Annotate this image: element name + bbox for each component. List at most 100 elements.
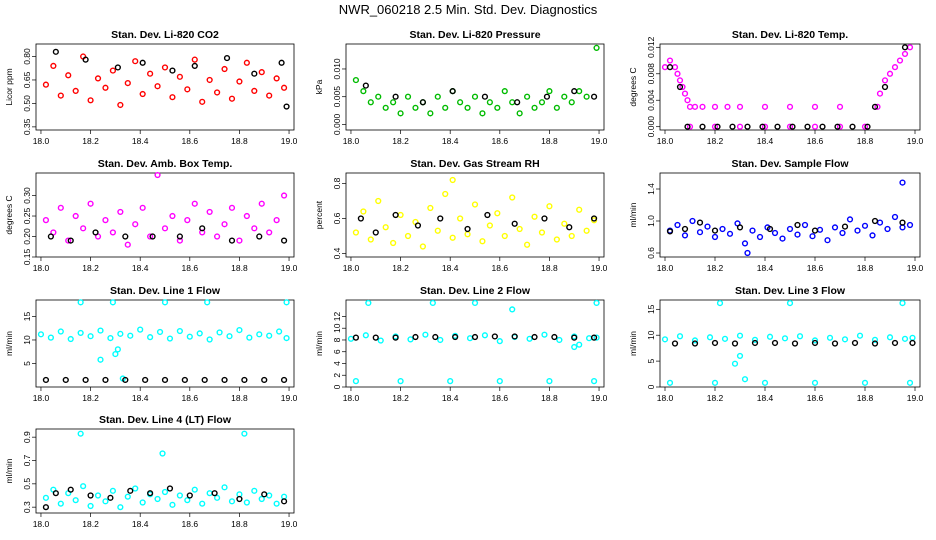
data-point [266, 492, 273, 499]
data-point [375, 197, 382, 205]
y-tick-label: 0.30 [22, 187, 32, 204]
data-point [147, 233, 154, 240]
y-tick-label: 5 [646, 358, 656, 363]
x-tick-label: 18.6 [492, 393, 509, 403]
x-tick-label: 18.0 [33, 393, 50, 403]
data-point [117, 330, 124, 337]
data-point [360, 208, 367, 215]
data-point [811, 103, 819, 110]
data-point [223, 54, 231, 62]
plot-frame [35, 428, 295, 514]
data-point [676, 83, 684, 91]
x-tick-label: 18.8 [857, 136, 874, 146]
data-point [97, 327, 104, 334]
data-point [412, 104, 419, 111]
data-point [809, 233, 816, 240]
data-point [251, 87, 258, 95]
data-point [571, 343, 578, 351]
data-point [280, 192, 288, 199]
data-point [831, 340, 839, 347]
data-point [243, 212, 250, 220]
data-point [191, 486, 198, 493]
data-point [176, 237, 183, 244]
data-point [372, 334, 379, 341]
data-point [786, 300, 794, 307]
data-point [731, 340, 739, 347]
data-point [437, 215, 444, 222]
data-point [109, 229, 117, 236]
data-point [213, 233, 221, 240]
data-point [841, 223, 849, 230]
data-point [819, 123, 826, 130]
y-tick-label: 15 [646, 304, 656, 314]
data-point [206, 76, 213, 84]
data-point [427, 204, 434, 212]
data-point [280, 237, 288, 244]
data-point [531, 104, 538, 111]
data-point [551, 333, 558, 341]
plot-frame [345, 299, 605, 388]
data-point [553, 236, 560, 243]
data-point [553, 104, 560, 111]
y-tick-label: 0.80 [22, 48, 32, 65]
data-point [221, 484, 228, 491]
data-point [77, 329, 84, 337]
y-tick-label: 0.20 [22, 228, 32, 245]
data-point [876, 219, 884, 226]
x-tick-label: 18.0 [343, 393, 360, 403]
data-point [266, 229, 273, 236]
y-tick-label: 4 [332, 361, 342, 366]
data-point [593, 334, 600, 341]
x-tick-label: 18.0 [657, 393, 674, 403]
data-point [159, 450, 166, 457]
x-tick-label: 18.8 [541, 136, 558, 146]
y-tick-label: 0.012 [646, 36, 656, 58]
y-tick-label: 0.008 [646, 63, 656, 85]
data-point [154, 171, 161, 179]
data-point [42, 494, 50, 501]
data-point [184, 217, 191, 224]
data-point [186, 492, 193, 499]
data-point [161, 225, 169, 232]
data-point [362, 82, 369, 89]
data-point [397, 378, 404, 385]
data-point [576, 206, 583, 213]
data-point [471, 299, 479, 307]
data-point [107, 334, 114, 342]
data-point [568, 232, 575, 240]
data-point [851, 339, 859, 347]
data-point [280, 376, 288, 384]
data-point [161, 64, 169, 71]
x-tick-label: 18.2 [707, 393, 724, 403]
data-point [590, 334, 598, 341]
data-point [661, 336, 669, 343]
data-point [681, 90, 689, 97]
data-point [362, 332, 369, 339]
x-tick-label: 19.0 [281, 136, 298, 146]
data-point [392, 334, 399, 341]
data-point [789, 123, 796, 130]
y-tick-label: 0.5 [22, 478, 32, 490]
data-point [419, 99, 427, 106]
plot-frame [35, 299, 295, 388]
data-point [711, 123, 719, 130]
data-point [204, 299, 211, 306]
data-point [684, 123, 691, 130]
data-point [251, 225, 258, 232]
data-point [434, 93, 441, 100]
data-point [154, 495, 161, 503]
plot-frame [659, 299, 921, 388]
x-tick-label: 19.0 [591, 393, 608, 403]
data-point [666, 64, 674, 71]
page-title: NWR_060218 2.5 Min. Std. Dev. Diagnostic… [338, 2, 598, 17]
data-point [42, 504, 50, 511]
data-point [102, 498, 109, 505]
data-point [744, 123, 751, 130]
data-point [804, 123, 811, 130]
data-point [65, 237, 72, 244]
data-point [711, 227, 719, 234]
y-axis-label: percent [314, 200, 324, 229]
y-axis-label: ml/min [4, 331, 14, 356]
data-point [124, 493, 131, 500]
data-point [87, 502, 94, 510]
